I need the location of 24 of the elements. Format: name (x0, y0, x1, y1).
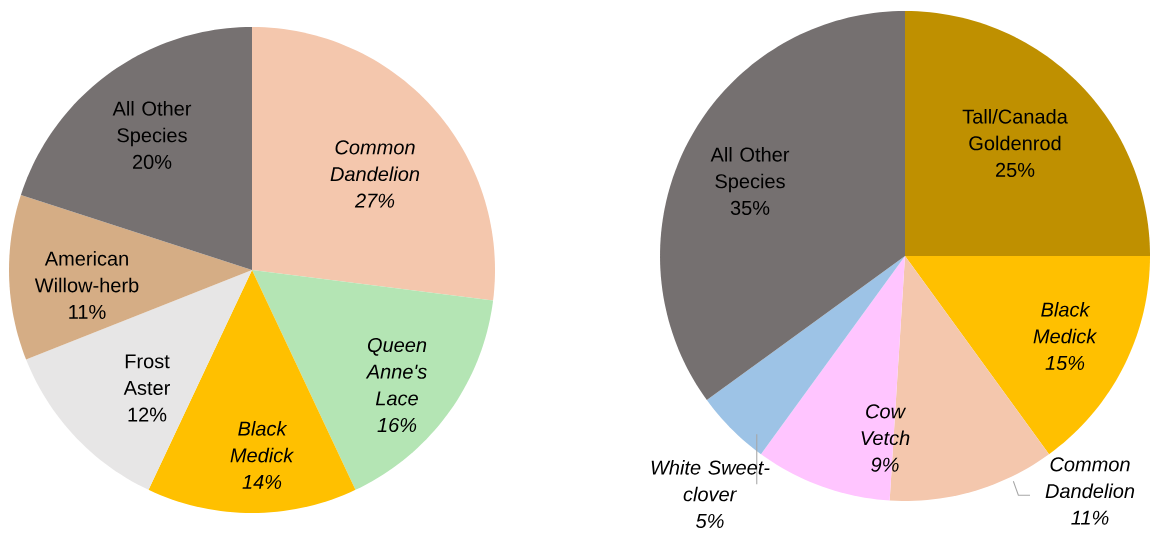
slice-label: American Willow-herb (34, 251, 139, 293)
slice-label: White Sweet-clover (651, 459, 770, 502)
data-label: 20% (133, 154, 172, 169)
data-label: 9% (871, 457, 899, 472)
slice-label: Black Medick (230, 421, 295, 463)
slice-label: Black Medick (1033, 301, 1098, 344)
slice-label: Cow Vetch (861, 404, 910, 446)
slice-label: Common Dandelion (330, 140, 420, 182)
data-label: 11% (69, 304, 106, 319)
slice-label: Queen Anne's Lace (365, 337, 427, 406)
data-label: 5% (696, 513, 724, 528)
slice-label: Tall/Canada Goldenrod (962, 108, 1068, 151)
data-label: 27% (354, 193, 395, 208)
slice-label: All Other Species (112, 100, 192, 147)
data-label: 11% (1071, 510, 1109, 525)
data-label: 35% (730, 200, 770, 215)
data-label: 14% (242, 474, 282, 489)
slice-label: All Other Species (710, 146, 790, 193)
slice-label: Common Dandelion (1045, 457, 1135, 499)
data-label: 16% (377, 417, 417, 433)
data-label: 25% (996, 162, 1035, 177)
data-label: 12% (128, 407, 167, 422)
data-label: 15% (1045, 355, 1085, 370)
slice-label: Frost Aster (123, 354, 170, 396)
